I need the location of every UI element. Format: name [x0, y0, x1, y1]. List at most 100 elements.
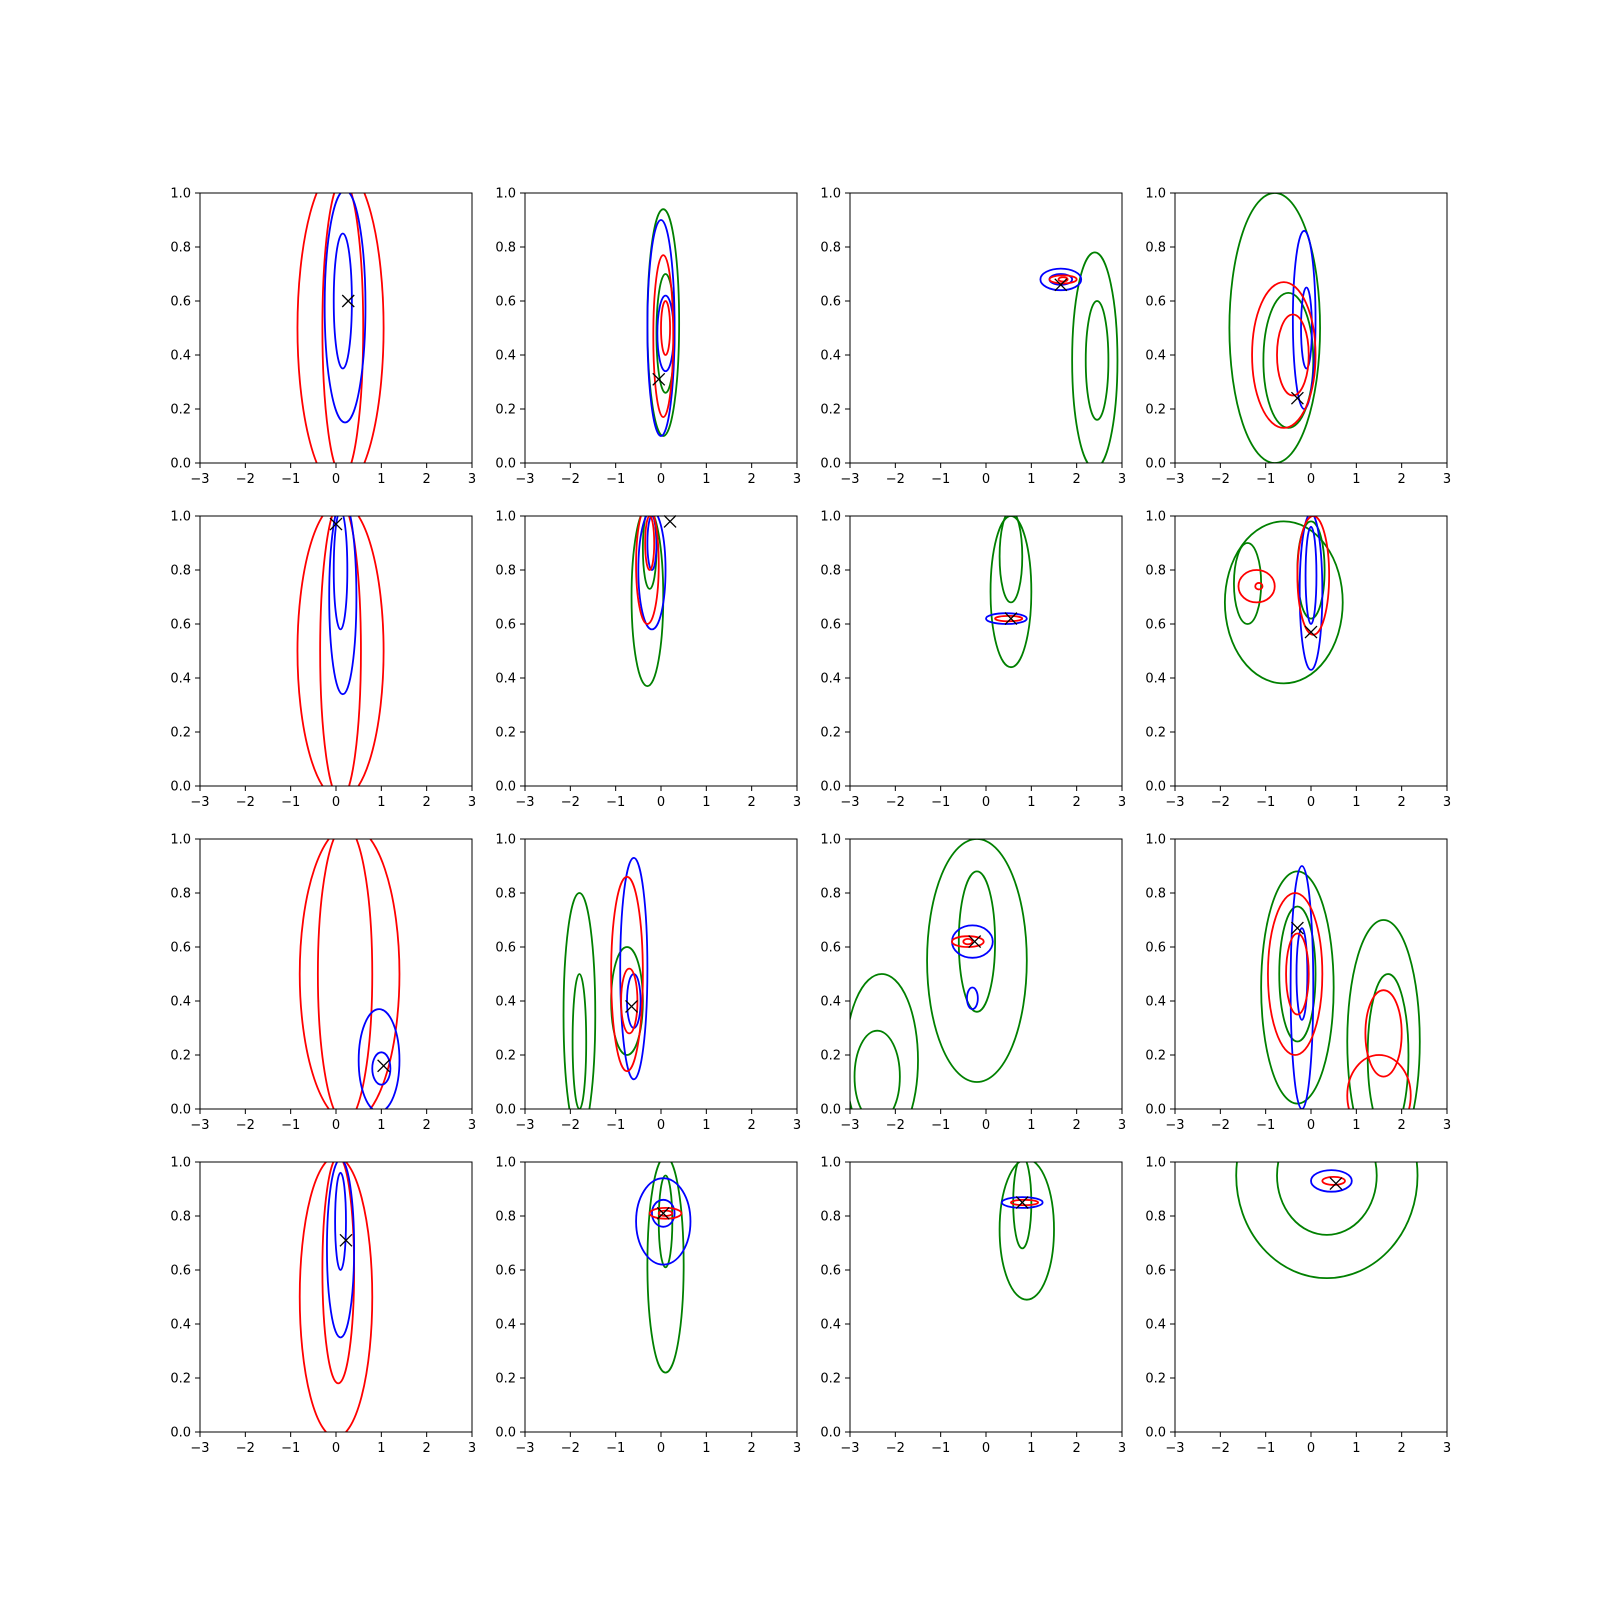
y-tick-label: 0.4 — [1145, 1318, 1166, 1333]
x-tick-label: −1 — [1256, 1118, 1275, 1133]
subplot-r1-c2: −3 −2 −1 0 1 2 3 0.0 0.2 0.4 0.6 0.8 1.0 — [495, 187, 801, 488]
y-tick-label: 0.6 — [820, 941, 841, 956]
green-contour-2 — [1084, 300, 1110, 421]
plot-area — [850, 839, 1028, 1109]
x-tick-label: 1 — [1352, 472, 1360, 487]
y-tick-label: 0.2 — [170, 1049, 191, 1064]
green-contour-2 — [657, 1174, 674, 1269]
green-contour-1 — [1235, 1162, 1419, 1279]
marker-x — [329, 517, 343, 531]
marker-x — [625, 999, 638, 1013]
y-tick-label: 0.6 — [1145, 1264, 1166, 1279]
green-contour-1 — [562, 892, 597, 1109]
plot-area — [998, 1162, 1055, 1301]
x-tick-label: −3 — [190, 795, 209, 810]
blue-contour-3 — [1000, 1196, 1044, 1209]
y-tick-label: 0.6 — [1145, 295, 1166, 310]
x-tick-label: 1 — [702, 1118, 710, 1133]
y-tick-label: 0.2 — [820, 726, 841, 741]
y-tick-label: 0.0 — [1145, 1103, 1166, 1118]
red-contour-5 — [648, 1207, 683, 1220]
marker-x — [1290, 921, 1304, 935]
red-contour-1 — [296, 193, 385, 463]
y-tick-label: 0.6 — [170, 295, 191, 310]
blue-contour-3 — [323, 193, 367, 424]
y-tick-label: 0.6 — [1145, 941, 1166, 956]
red-contour-6 — [610, 875, 644, 1073]
y-tick-label: 0.6 — [495, 295, 516, 310]
y-tick-label: 0.0 — [495, 457, 516, 472]
y-tick-label: 1.0 — [820, 187, 841, 202]
y-tick-label: 0.4 — [495, 995, 516, 1010]
y-tick-label: 0.8 — [1145, 1210, 1166, 1225]
x-tick-label: 0 — [1307, 1441, 1315, 1456]
red-contour-7 — [951, 935, 985, 948]
y-tick-label: 0.0 — [820, 1103, 841, 1118]
y-tick-label: 0.8 — [495, 564, 516, 579]
y-tick-label: 0.8 — [170, 241, 191, 256]
axes-frame — [1174, 1161, 1448, 1433]
x-tick-label: 2 — [748, 1118, 756, 1133]
subplot-r1-c3: −3 −2 −1 0 1 2 3 0.0 0.2 0.4 0.6 0.8 1.0 — [820, 187, 1126, 488]
x-tick-label: 0 — [982, 1118, 990, 1133]
x-tick-label: 3 — [1443, 795, 1451, 810]
y-tick-label: 0.2 — [170, 403, 191, 418]
x-tick-label: 3 — [1443, 472, 1451, 487]
red-contour-5 — [635, 516, 660, 625]
y-tick-label: 0.0 — [820, 1426, 841, 1441]
marker-x — [1304, 625, 1318, 639]
green-contour-3 — [1346, 919, 1421, 1109]
x-tick-label: −3 — [190, 472, 209, 487]
red-contour-10 — [1364, 989, 1403, 1078]
y-tick-label: 0.2 — [1145, 1049, 1166, 1064]
y-tick-label: 0.8 — [495, 887, 516, 902]
x-tick-label: −2 — [561, 795, 580, 810]
plot-area — [296, 516, 385, 786]
x-tick-label: 1 — [1352, 1118, 1360, 1133]
y-tick-label: 1.0 — [820, 1156, 841, 1171]
subplot-r4-c3: −3 −2 −1 0 1 2 3 0.0 0.2 0.4 0.6 0.8 1.0 — [820, 1156, 1126, 1457]
x-tick-label: −1 — [931, 1118, 950, 1133]
x-tick-label: −1 — [281, 795, 300, 810]
axes-frame — [199, 838, 473, 1110]
green-contour-4 — [957, 870, 996, 1013]
x-tick-label: 3 — [1118, 1118, 1126, 1133]
red-contour-2 — [319, 516, 362, 786]
y-tick-label: 1.0 — [820, 833, 841, 848]
green-contour-1 — [1071, 251, 1119, 463]
green-contour-1 — [998, 1162, 1055, 1301]
x-tick-label: 1 — [1027, 1118, 1035, 1133]
subplot-r4-c2: −3 −2 −1 0 1 2 3 0.0 0.2 0.4 0.6 0.8 1.0 — [495, 1156, 801, 1457]
x-tick-label: 3 — [1118, 795, 1126, 810]
x-tick-label: −1 — [931, 472, 950, 487]
green-contour-1 — [1223, 520, 1344, 685]
blue-contour-4 — [656, 294, 675, 373]
y-tick-label: 1.0 — [1145, 510, 1166, 525]
x-tick-label: 1 — [702, 795, 710, 810]
x-tick-label: 1 — [377, 1118, 385, 1133]
x-tick-label: −3 — [1165, 472, 1184, 487]
x-tick-label: 2 — [1073, 472, 1081, 487]
red-contour-1 — [296, 516, 385, 786]
axes-frame — [1174, 515, 1448, 787]
red-contour-5 — [1251, 281, 1317, 429]
y-tick-label: 0.8 — [170, 1210, 191, 1225]
blue-contour-3 — [635, 1177, 692, 1266]
y-tick-label: 0.0 — [1145, 1426, 1166, 1441]
x-tick-label: 3 — [468, 472, 476, 487]
x-tick-label: 2 — [1073, 1441, 1081, 1456]
x-tick-label: −1 — [931, 1441, 950, 1456]
red-contour-7 — [1267, 892, 1324, 1056]
x-tick-label: −1 — [606, 472, 625, 487]
blue-contour-5 — [626, 973, 642, 1029]
x-tick-label: −2 — [236, 795, 255, 810]
y-tick-label: 0.2 — [170, 1372, 191, 1387]
axes-frame — [524, 1161, 798, 1433]
blue-contour-4 — [1298, 516, 1324, 671]
x-tick-label: 0 — [1307, 472, 1315, 487]
plot-area — [635, 1162, 692, 1374]
x-tick-label: −3 — [515, 472, 534, 487]
y-tick-label: 0.0 — [820, 457, 841, 472]
axes-frame — [849, 515, 1123, 787]
y-tick-label: 1.0 — [495, 187, 516, 202]
